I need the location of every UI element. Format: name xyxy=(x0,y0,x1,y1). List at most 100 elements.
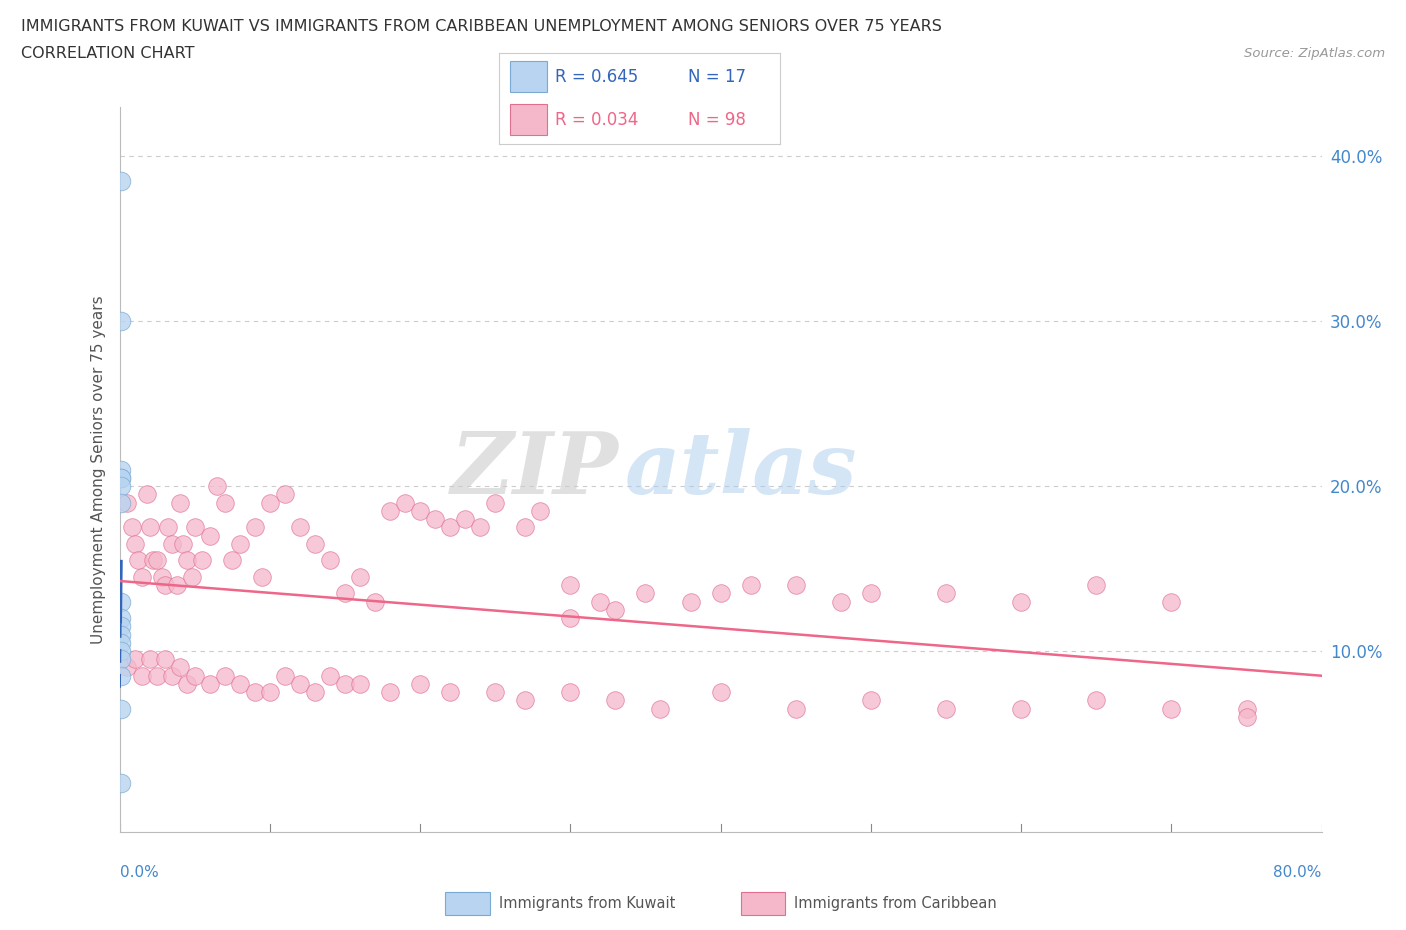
Point xyxy=(1236,701,1258,716)
Point xyxy=(138,652,160,667)
Point xyxy=(859,586,882,601)
Point xyxy=(529,503,551,518)
Point xyxy=(439,684,461,699)
Point xyxy=(169,495,191,510)
Point xyxy=(243,520,266,535)
Text: Immigrants from Kuwait: Immigrants from Kuwait xyxy=(499,896,675,910)
Point xyxy=(409,503,432,518)
Point xyxy=(560,611,582,626)
Point xyxy=(785,578,807,592)
Point xyxy=(228,676,252,691)
Text: Source: ZipAtlas.com: Source: ZipAtlas.com xyxy=(1244,46,1385,60)
Bar xyxy=(510,104,547,135)
Point xyxy=(110,462,132,477)
Point xyxy=(333,586,356,601)
Point xyxy=(124,652,146,667)
Point xyxy=(228,537,252,551)
Y-axis label: Unemployment Among Seniors over 75 years: Unemployment Among Seniors over 75 years xyxy=(91,296,107,644)
Point xyxy=(679,594,702,609)
Point xyxy=(439,520,461,535)
Text: 80.0%: 80.0% xyxy=(1274,865,1322,880)
Point xyxy=(484,495,506,510)
Point xyxy=(605,693,627,708)
Point xyxy=(110,776,132,790)
Point xyxy=(110,701,132,716)
Point xyxy=(131,669,153,684)
Text: R = 0.645: R = 0.645 xyxy=(555,68,638,86)
Point xyxy=(364,594,387,609)
Point xyxy=(169,660,191,675)
Point xyxy=(110,669,132,684)
Point xyxy=(709,684,731,699)
Point xyxy=(274,487,297,502)
Text: Immigrants from Caribbean: Immigrants from Caribbean xyxy=(794,896,997,910)
Point xyxy=(259,684,281,699)
Point xyxy=(409,676,432,691)
Point xyxy=(378,503,401,518)
Point xyxy=(830,594,852,609)
Point xyxy=(150,569,173,584)
Point xyxy=(110,618,132,633)
Point xyxy=(198,676,221,691)
Point xyxy=(515,520,537,535)
Point xyxy=(650,701,672,716)
Point xyxy=(172,537,194,551)
Point xyxy=(709,586,731,601)
Point xyxy=(515,693,537,708)
Point xyxy=(198,528,221,543)
Point xyxy=(243,684,266,699)
Point xyxy=(146,552,169,567)
Point xyxy=(176,676,198,691)
Point xyxy=(484,684,506,699)
Point xyxy=(304,684,326,699)
Point xyxy=(138,520,160,535)
Point xyxy=(110,471,132,485)
Point xyxy=(468,520,492,535)
Point xyxy=(935,701,957,716)
Point xyxy=(274,669,297,684)
Point xyxy=(183,520,205,535)
Point xyxy=(110,652,132,667)
Point xyxy=(110,635,132,650)
Point xyxy=(1010,701,1032,716)
Point xyxy=(288,520,311,535)
Point xyxy=(589,594,612,609)
Point xyxy=(454,512,477,526)
Point xyxy=(349,676,371,691)
Point xyxy=(333,676,356,691)
Point xyxy=(160,537,183,551)
Point xyxy=(560,578,582,592)
Point xyxy=(110,479,132,494)
Point xyxy=(259,495,281,510)
Text: 0.0%: 0.0% xyxy=(120,865,159,880)
Point xyxy=(859,693,882,708)
Point xyxy=(115,495,138,510)
Point xyxy=(605,603,627,618)
Point xyxy=(935,586,957,601)
Point xyxy=(131,569,153,584)
Point xyxy=(142,552,165,567)
Point xyxy=(1010,594,1032,609)
Point xyxy=(191,552,214,567)
Point xyxy=(252,569,274,584)
Point xyxy=(1085,693,1108,708)
Point xyxy=(127,552,149,567)
Point xyxy=(1236,710,1258,724)
Point xyxy=(110,495,132,510)
Point xyxy=(560,684,582,699)
Point xyxy=(423,512,446,526)
Point xyxy=(319,552,342,567)
Point xyxy=(110,313,132,328)
Point xyxy=(156,520,179,535)
Point xyxy=(288,676,311,691)
Text: IMMIGRANTS FROM KUWAIT VS IMMIGRANTS FROM CARIBBEAN UNEMPLOYMENT AMONG SENIORS O: IMMIGRANTS FROM KUWAIT VS IMMIGRANTS FRO… xyxy=(21,19,942,33)
Point xyxy=(115,660,138,675)
Bar xyxy=(446,893,489,915)
Point xyxy=(214,495,236,510)
Point xyxy=(180,569,202,584)
Point xyxy=(183,669,205,684)
Point xyxy=(1085,578,1108,592)
Point xyxy=(160,669,183,684)
Text: ZIP: ZIP xyxy=(450,428,619,512)
Bar xyxy=(510,61,547,92)
